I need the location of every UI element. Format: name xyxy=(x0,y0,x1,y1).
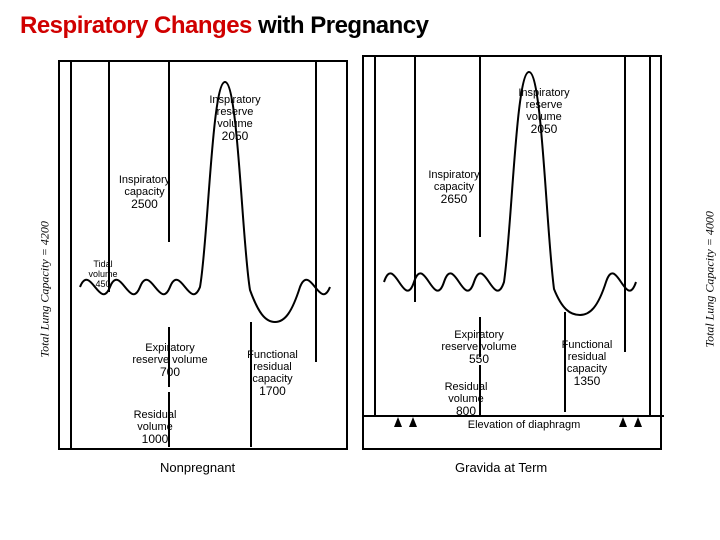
label-frc-right: Functional residual capacity 1350 xyxy=(542,327,632,401)
caption-right: Gravida at Term xyxy=(455,460,547,475)
ylabel-tlc-left: Total Lung Capacity = 4200 xyxy=(38,158,53,358)
label-ic-left: Inspiratory capacity 2500 xyxy=(102,162,187,224)
label-ic-right: Inspiratory capacity 2650 xyxy=(409,157,499,219)
title-part1: Respiratory Changes xyxy=(20,12,258,39)
label-rv-left: Residual volume 1000 xyxy=(115,397,195,459)
page-title: Respiratory Changes with Pregnancy xyxy=(20,12,428,40)
panel-gravida: Elevation of diaphragm Inspiratory reser… xyxy=(362,55,662,450)
title-part2: with Pregnancy xyxy=(258,12,428,39)
panel-nonpregnant: Inspiratory reserve volume 2050 Inspirat… xyxy=(58,60,348,450)
caption-left: Nonpregnant xyxy=(160,460,235,475)
label-tv-left: Tidal volume 450 xyxy=(78,250,128,299)
label-frc-left: Functional residual capacity 1700 xyxy=(230,337,315,411)
ylabel-tlc-right: Total Lung Capacity = 4000 xyxy=(703,128,718,348)
label-erv-left: Expiratory reserve volume 700 xyxy=(115,330,225,392)
label-irv-right: Inspiratory reserve volume 2050 xyxy=(499,75,589,149)
label-rv-right: Residual volume 800 xyxy=(426,369,506,431)
label-irv-left: Inspiratory reserve volume 2050 xyxy=(190,82,280,156)
